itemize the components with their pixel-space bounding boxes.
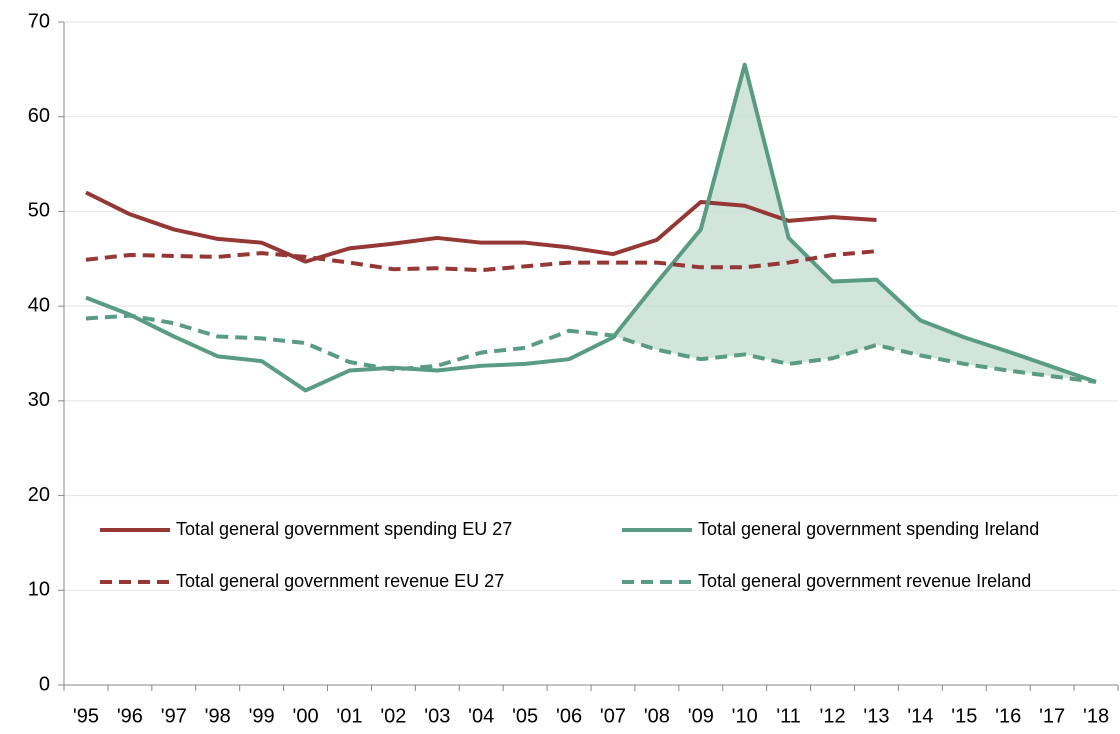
y-tick-label: 70 bbox=[28, 10, 50, 32]
series-line bbox=[85, 62, 1097, 393]
y-tick-label: 60 bbox=[28, 105, 50, 127]
x-tick-label: '00 bbox=[293, 705, 319, 727]
series-line bbox=[85, 190, 877, 264]
y-tick-label: 40 bbox=[28, 294, 50, 316]
x-tick-label: '17 bbox=[1039, 705, 1065, 727]
series-line bbox=[85, 313, 1097, 384]
x-tick-label: '06 bbox=[556, 705, 582, 727]
x-tick-label: '05 bbox=[512, 705, 538, 727]
x-tick-label: '02 bbox=[380, 705, 406, 727]
y-tick-label: 0 bbox=[39, 673, 50, 695]
legend-label: Total general government spending Irelan… bbox=[698, 519, 1039, 539]
x-tick-label: '13 bbox=[863, 705, 889, 727]
x-tick-label: '14 bbox=[907, 705, 933, 727]
y-tick-label: 20 bbox=[28, 484, 50, 506]
x-tick-label: '99 bbox=[249, 705, 275, 727]
x-tick-label: '16 bbox=[995, 705, 1021, 727]
x-tick-label: '09 bbox=[688, 705, 714, 727]
x-tick-label: '01 bbox=[336, 705, 362, 727]
x-tick-label: '07 bbox=[600, 705, 626, 727]
x-tick-label: '11 bbox=[776, 705, 801, 727]
x-tick-label: '95 bbox=[73, 705, 99, 727]
y-tick-label: 30 bbox=[28, 389, 50, 411]
x-tick-label: '08 bbox=[644, 705, 670, 727]
gap-area bbox=[612, 64, 1097, 382]
x-tick-label: '96 bbox=[117, 705, 143, 727]
x-tick-label: '12 bbox=[820, 705, 846, 727]
x-tick-label: '98 bbox=[205, 705, 231, 727]
x-tick-label: '18 bbox=[1083, 705, 1109, 727]
y-tick-label: 50 bbox=[28, 200, 50, 222]
x-tick-label: '04 bbox=[468, 705, 494, 727]
x-tick-label: '10 bbox=[732, 705, 758, 727]
x-tick-label: '03 bbox=[424, 705, 450, 727]
legend-label: Total general government revenue EU 27 bbox=[176, 571, 504, 591]
legend-label: Total general government spending EU 27 bbox=[176, 519, 512, 539]
y-tick-label: 10 bbox=[28, 579, 50, 601]
x-tick-label: '15 bbox=[951, 705, 977, 727]
legend-label: Total general government revenue Ireland bbox=[698, 571, 1031, 591]
x-tick-label: '97 bbox=[161, 705, 187, 727]
